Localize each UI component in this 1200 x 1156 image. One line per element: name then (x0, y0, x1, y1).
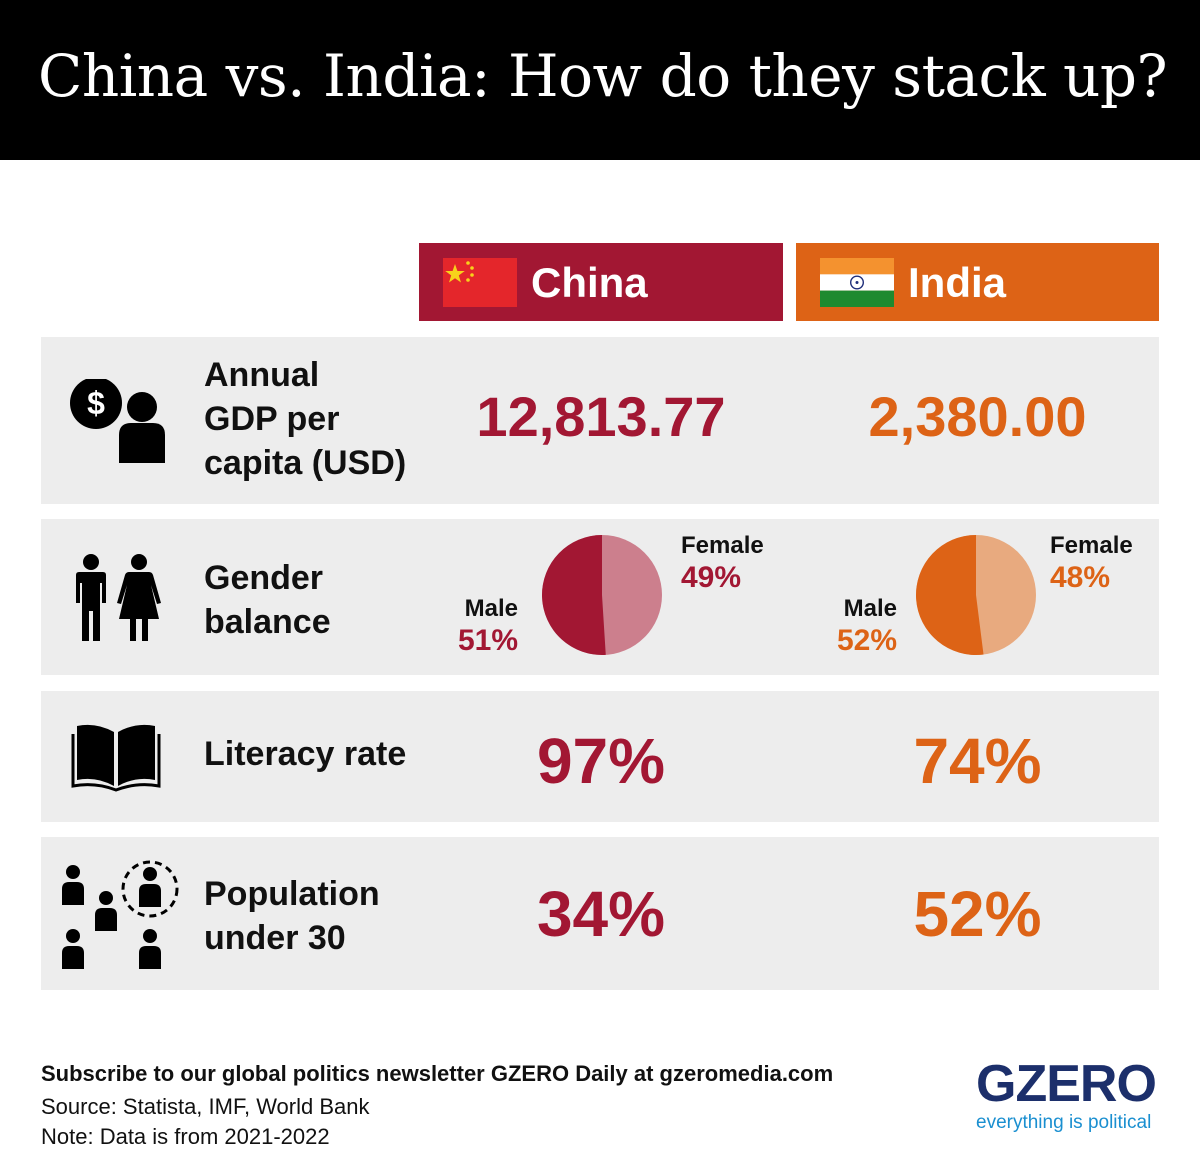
literacy-label: Literacy rate (204, 735, 407, 773)
india-male-text: Male (843, 595, 897, 622)
china-male-slice (542, 535, 606, 655)
gdp-label-line-1: Annual (204, 356, 320, 394)
column-header-china: China (419, 243, 783, 321)
china-gdp-value: 12,813.77 (476, 385, 726, 448)
india-column-title: India (908, 259, 1007, 306)
logo-tagline: everything is political (976, 1112, 1152, 1133)
note-text: Note: Data is from 2021-2022 (41, 1124, 330, 1149)
china-female-value: 49% (681, 561, 742, 594)
india-gdp-value: 2,380.00 (868, 385, 1087, 448)
india-population-value: 52% (913, 878, 1042, 950)
china-population-value: 34% (536, 878, 666, 950)
logo-word: GZERO (976, 1055, 1157, 1113)
china-literacy-value: 97% (536, 725, 666, 797)
subscribe-text: Subscribe to our global politics newslet… (41, 1061, 834, 1086)
gdp-label-line-3: capita (USD) (204, 444, 407, 482)
india-male-value: 52% (836, 624, 897, 657)
title-bar: China vs. India: How do they stack up? (0, 0, 1200, 160)
row-gdp: $ Annual GDP per capita (USD) 12,813.77 … (41, 337, 1159, 504)
gender-label-line-1: Gender (204, 559, 324, 597)
china-flag-icon (443, 258, 517, 307)
india-male-label: Male 52% (820, 594, 897, 658)
row-population: Population under 30 34% 52% (41, 837, 1159, 990)
china-male-text: Male (464, 595, 518, 622)
column-header-india: India (796, 243, 1159, 321)
india-female-text: Female (1050, 532, 1133, 559)
people-group-icon (62, 860, 179, 969)
population-label: Population under 30 (204, 872, 380, 960)
money-person-icon: $ (70, 379, 165, 463)
row-literacy: Literacy rate 97% 74% (41, 691, 1159, 822)
china-male-label: Male 51% (441, 594, 518, 658)
gdp-label: Annual GDP per capita (USD) (204, 353, 406, 485)
population-label-line-2: under 30 (204, 919, 346, 957)
india-male-slice (916, 535, 984, 655)
india-female-label: Female 48% (1050, 531, 1133, 595)
population-label-line-1: Population (204, 875, 380, 913)
man-woman-icon (76, 554, 161, 641)
open-book-icon (71, 724, 161, 792)
india-literacy-value: 74% (913, 725, 1042, 797)
china-female-text: Female (681, 532, 764, 559)
india-gender-pie (916, 535, 1036, 655)
gzero-logo: GZERO everything is political (976, 1055, 1157, 1134)
source-text: Source: Statista, IMF, World Bank (41, 1094, 370, 1119)
china-column-title: China (531, 259, 648, 306)
row-gender: Gender balance Male 51% Female 49% Male … (41, 519, 1159, 675)
page-title: China vs. India: How do they stack up? (38, 42, 1168, 110)
gender-label-line-2: balance (204, 603, 331, 641)
gdp-label-line-2: GDP per (204, 400, 340, 438)
china-gender-pie (542, 535, 662, 655)
china-female-label: Female 49% (681, 531, 764, 595)
china-male-value: 51% (457, 624, 518, 657)
svg-text:$: $ (87, 385, 105, 421)
india-flag-icon (820, 258, 894, 307)
gender-label: Gender balance (204, 556, 331, 644)
india-female-value: 48% (1050, 561, 1111, 594)
